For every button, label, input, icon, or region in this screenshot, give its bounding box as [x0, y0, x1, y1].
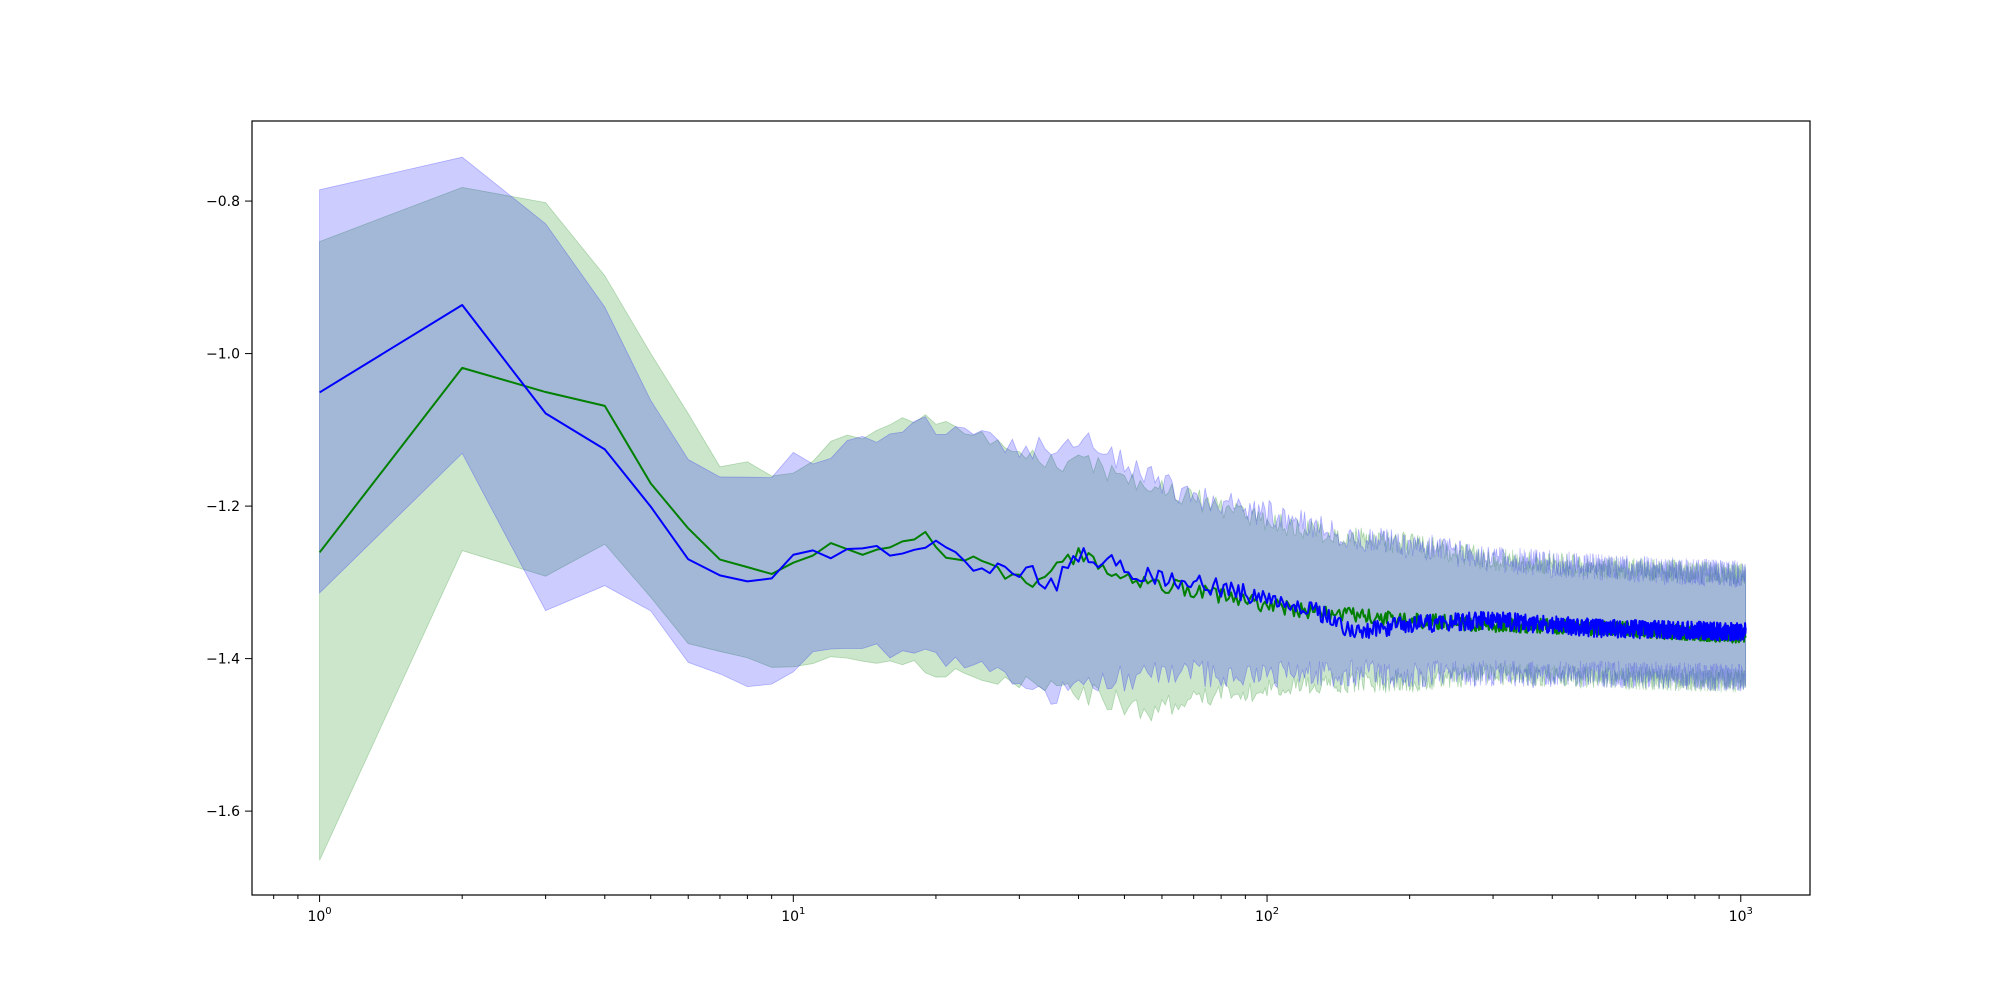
x-axis: 100 101 102 103	[273, 895, 1753, 925]
x-tick-label-base: 10	[1729, 909, 1747, 925]
x-tick-label: 102	[1255, 906, 1279, 925]
x-tick-label-base: 10	[1255, 909, 1273, 925]
confidence-bands	[319, 156, 1747, 861]
confidence-band-1	[319, 186, 1747, 861]
series-lines	[318, 303, 1747, 644]
plot-frame	[251, 120, 1811, 896]
y-tick-label: −1.2	[206, 499, 240, 515]
y-tick-label: −1.6	[206, 804, 240, 820]
confidence-band-2	[319, 156, 1747, 705]
x-tick-label-exponent: 0	[325, 906, 331, 917]
x-tick-label: 100	[307, 906, 331, 925]
x-tick-label-exponent: 1	[799, 906, 805, 917]
x-tick-label: 101	[781, 906, 805, 925]
x-tick-label-exponent: 2	[1273, 906, 1279, 917]
x-tick-label-base: 10	[307, 909, 325, 925]
y-axis: −0.8 −1.0 −1.2 −1.4 −1.6	[206, 194, 252, 820]
x-tick-label-base: 10	[781, 909, 799, 925]
series-line-2	[319, 303, 1747, 642]
y-tick-label: −1.0	[206, 347, 240, 363]
x-tick-label: 103	[1729, 906, 1753, 925]
y-tick-label: −1.4	[206, 652, 240, 668]
x-tick-label-exponent: 3	[1747, 906, 1753, 917]
y-tick-label: −0.8	[206, 194, 240, 210]
